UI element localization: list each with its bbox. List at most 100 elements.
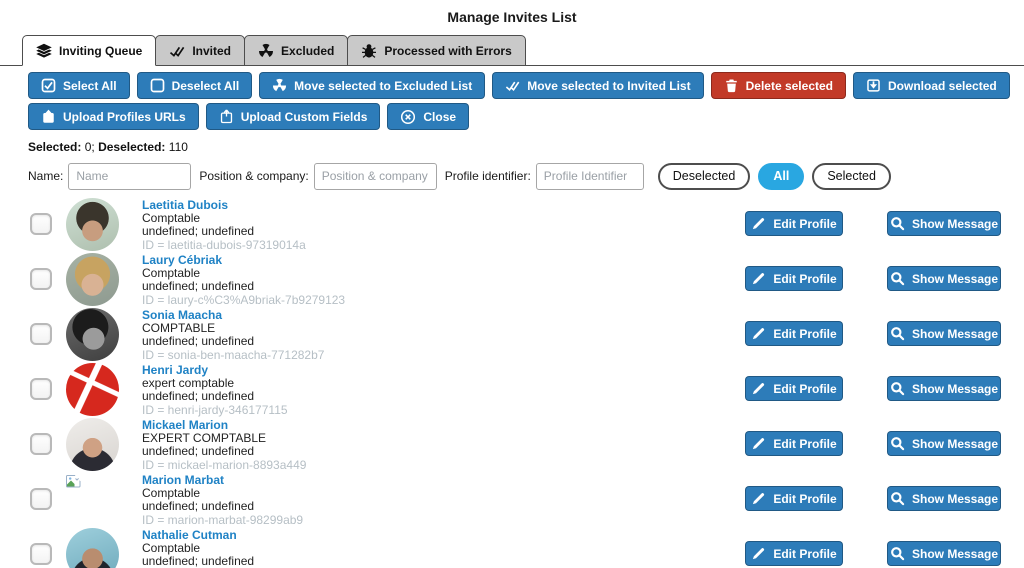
edit-profile-button[interactable]: Edit Profile — [745, 211, 843, 236]
profile-info: Laetitia Dubois Comptable undefined; und… — [142, 198, 306, 252]
show-message-button[interactable]: Show Message — [887, 431, 1001, 456]
pencil-icon — [753, 273, 765, 285]
tab-label: Processed with Errors — [384, 43, 512, 58]
pill-deselected[interactable]: Deselected — [657, 162, 751, 190]
show-message-button[interactable]: Show Message — [887, 486, 1001, 511]
tab-inviting-queue[interactable]: Inviting Queue — [22, 35, 157, 66]
button-label: Delete selected — [745, 78, 833, 93]
row-checkbox[interactable] — [30, 378, 52, 400]
toolbar-row-2: Upload Profiles URLs Upload Custom Field… — [0, 103, 1024, 130]
profile-name-link[interactable]: Laury Cébriak — [142, 253, 223, 267]
download-icon — [867, 79, 880, 92]
name-filter-input[interactable] — [68, 162, 192, 190]
button-label: Deselect All — [171, 78, 240, 93]
profile-name-link[interactable]: Laetitia Dubois — [142, 198, 229, 212]
tab-label: Invited — [192, 43, 232, 58]
profile-company: undefined; undefined — [142, 389, 255, 404]
profile-list: Laetitia Dubois Comptable undefined; und… — [0, 197, 1024, 568]
toolbar-row-1: Select All Deselect All Move selected to… — [0, 72, 1024, 99]
edit-profile-button[interactable]: Edit Profile — [745, 376, 843, 401]
button-label: Select All — [63, 78, 117, 93]
row-checkbox[interactable] — [30, 268, 52, 290]
row-checkbox[interactable] — [30, 433, 52, 455]
deselected-count: 110 — [168, 140, 188, 154]
profile-id: ID = laetitia-dubois-97319014a — [142, 237, 306, 252]
profile-name-link[interactable]: Sonia Maacha — [142, 308, 223, 322]
position-filter-input[interactable] — [313, 162, 437, 190]
name-filter-label: Name: — [28, 169, 64, 183]
row-checkbox[interactable] — [30, 323, 52, 345]
show-message-button[interactable]: Show Message — [887, 376, 1001, 401]
pencil-icon — [753, 383, 765, 395]
selected-label: Selected: — [28, 140, 82, 154]
delete-selected-button[interactable]: Delete selected — [710, 72, 846, 99]
pill-selected[interactable]: Selected — [812, 162, 891, 190]
position-filter-label: Position & company: — [199, 169, 309, 183]
tab-processed-with-errors[interactable]: Processed with Errors — [347, 35, 526, 66]
profile-company: undefined; undefined — [142, 224, 255, 239]
radiation-icon — [272, 78, 287, 92]
filter-bar: Name: Position & company: Profile identi… — [28, 162, 1024, 190]
upload-profiles-urls-button[interactable]: Upload Profiles URLs — [28, 103, 199, 130]
row-checkbox[interactable] — [30, 488, 52, 510]
move-to-invited-button[interactable]: Move selected to Invited List — [492, 72, 704, 99]
edit-profile-button[interactable]: Edit Profile — [745, 321, 843, 346]
button-label: Edit Profile — [773, 436, 837, 451]
search-icon — [891, 382, 905, 396]
show-message-button[interactable]: Show Message — [887, 541, 1001, 566]
profile-position: Comptable — [142, 211, 201, 226]
button-label: Edit Profile — [773, 216, 837, 231]
edit-profile-button[interactable]: Edit Profile — [745, 266, 843, 291]
profile-position: Comptable — [142, 486, 201, 501]
deselected-label: Deselected: — [98, 140, 166, 154]
upload-custom-fields-button[interactable]: Upload Custom Fields — [205, 103, 381, 130]
button-label: Show Message — [911, 271, 999, 286]
show-message-button[interactable]: Show Message — [887, 266, 1001, 291]
broken-image-icon — [66, 475, 82, 488]
radiation-icon — [258, 43, 274, 58]
selection-summary: Selected: 0; Deselected: 110 — [28, 140, 1024, 154]
tab-excluded[interactable]: Excluded — [244, 35, 349, 66]
profile-name-link[interactable]: Marion Marbat — [142, 473, 225, 487]
page-title: Manage Invites List — [447, 9, 577, 25]
pencil-icon — [753, 328, 765, 340]
move-to-excluded-button[interactable]: Move selected to Excluded List — [259, 72, 486, 99]
profile-id: ID = mickael-marion-8893a449 — [142, 457, 307, 472]
profile-row: Sonia Maacha COMPTABLE undefined; undefi… — [0, 307, 1024, 362]
search-icon — [891, 272, 905, 286]
profile-position: expert comptable — [142, 376, 235, 391]
double-check-icon — [169, 46, 185, 56]
profile-company: undefined; undefined — [142, 444, 255, 459]
show-message-button[interactable]: Show Message — [887, 321, 1001, 346]
double-check-icon — [505, 81, 520, 91]
show-message-button[interactable]: Show Message — [887, 211, 1001, 236]
profile-name-link[interactable]: Mickael Marion — [142, 418, 229, 432]
avatar — [66, 528, 119, 568]
profile-name-link[interactable]: Nathalie Cutman — [142, 528, 237, 542]
tab-invited[interactable]: Invited — [155, 35, 246, 66]
edit-profile-button[interactable]: Edit Profile — [745, 431, 843, 456]
edit-profile-button[interactable]: Edit Profile — [745, 541, 843, 566]
button-label: Move selected to Invited List — [527, 78, 691, 93]
tab-bar: Inviting Queue Invited Excluded Processe… — [0, 34, 1024, 66]
close-circle-icon — [401, 109, 416, 124]
search-icon — [891, 492, 905, 506]
select-all-button[interactable]: Select All — [28, 72, 130, 99]
edit-profile-button[interactable]: Edit Profile — [745, 486, 843, 511]
pencil-icon — [753, 493, 765, 505]
deselect-all-button[interactable]: Deselect All — [136, 72, 253, 99]
profile-position: EXPERT COMPTABLE — [142, 431, 267, 446]
profile-id: ID = henri-jardy-346177115 — [142, 402, 288, 417]
button-label: Show Message — [911, 326, 999, 341]
checkbox-checked-icon — [41, 78, 56, 93]
close-button[interactable]: Close — [387, 103, 470, 130]
profile-name-link[interactable]: Henri Jardy — [142, 363, 209, 377]
row-checkbox[interactable] — [30, 213, 52, 235]
pencil-icon — [753, 218, 765, 230]
button-label: Close — [423, 109, 457, 124]
pill-all[interactable]: All — [758, 162, 805, 190]
profile-row: Henri Jardy expert comptable undefined; … — [0, 362, 1024, 417]
identifier-filter-input[interactable] — [535, 162, 644, 190]
download-selected-button[interactable]: Download selected — [853, 72, 1010, 99]
row-checkbox[interactable] — [30, 543, 52, 565]
